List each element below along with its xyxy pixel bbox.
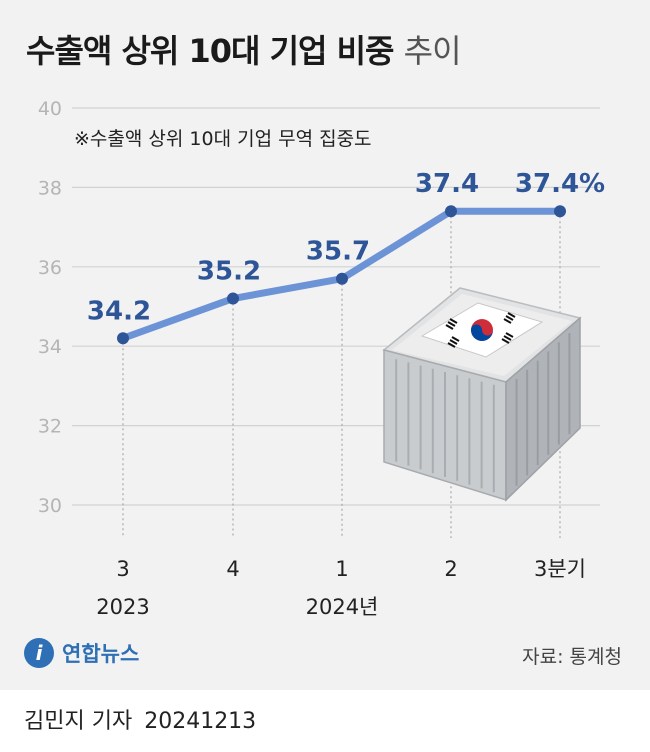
logo-text: 연합뉴스 — [62, 642, 140, 666]
data-label: 37.4 — [415, 169, 479, 199]
byline: 김민지 기자 20241213 — [24, 703, 256, 735]
x-tick-label: 3분기 — [534, 557, 586, 581]
y-tick-label: 34 — [38, 336, 62, 358]
korean-flag — [420, 302, 544, 358]
yonhap-logo: i 연합뉴스 — [24, 638, 139, 668]
data-point — [554, 205, 566, 218]
title-light: 추이 — [403, 32, 462, 70]
x-tick-label: 2 — [444, 557, 457, 581]
shipping-container-illustration — [382, 287, 582, 502]
x-tick-label: 3 — [116, 557, 129, 581]
data-label: 34.2 — [87, 296, 151, 326]
y-tick-label: 30 — [38, 495, 62, 517]
data-label: 37.4% — [515, 169, 605, 199]
y-tick-label: 38 — [38, 177, 62, 199]
title-bold: 수출액 상위 10대 기업 비중 — [26, 32, 394, 70]
yonhap-logo-icon: i — [24, 638, 54, 668]
chart-title: 수출액 상위 10대 기업 비중 추이 — [26, 26, 462, 72]
data-point — [117, 332, 129, 345]
publish-date: 20241213 — [144, 709, 257, 734]
source-note: 자료: 통계청 — [522, 646, 622, 668]
data-point — [445, 205, 457, 218]
data-point — [336, 272, 348, 285]
x-tick-label: 4 — [226, 557, 239, 581]
data-point — [227, 292, 239, 305]
x-tick-label: 1 — [335, 557, 348, 581]
y-tick-label: 40 — [38, 98, 62, 120]
chart-subtitle: ※수출액 상위 10대 기업 무역 집중도 — [74, 128, 372, 150]
data-label: 35.2 — [197, 257, 261, 287]
year-label: 2024년 — [306, 595, 379, 619]
y-tick-label: 32 — [38, 416, 62, 438]
data-label: 35.7 — [306, 237, 370, 267]
reporter-name: 김민지 기자 — [24, 709, 133, 734]
chart-card: 수출액 상위 10대 기업 비중 추이 30 32 34 36 38 40 — [0, 0, 650, 690]
year-label: 2023 — [96, 595, 149, 619]
y-tick-label: 36 — [38, 257, 62, 279]
